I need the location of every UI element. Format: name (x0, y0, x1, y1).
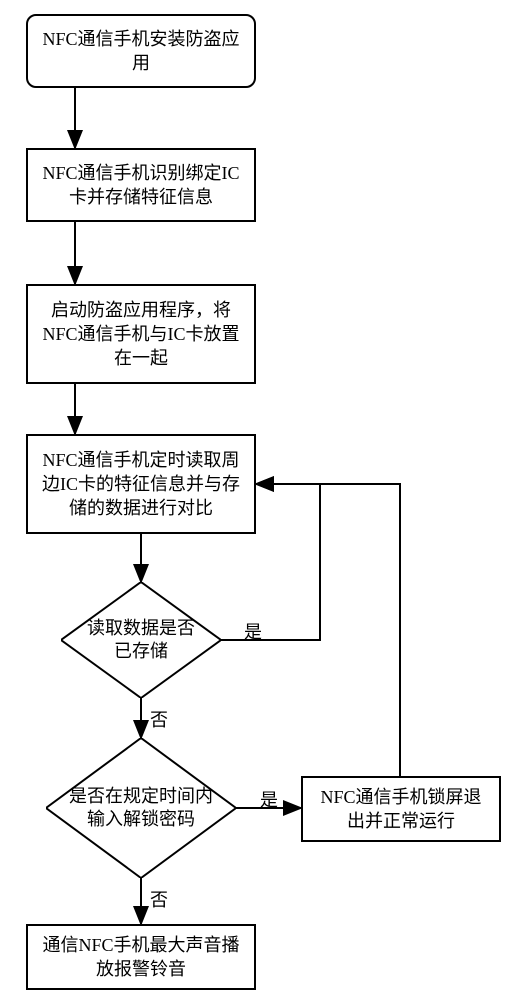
node-alarm: 通信NFC手机最大声音播放报警铃音 (26, 924, 256, 990)
decision-text: 读取数据是否已存储 (79, 617, 203, 664)
edge-label-d1-yes: 是 (244, 618, 262, 644)
node-text: NFC通信手机定时读取周边IC卡的特征信息并与存储的数据进行对比 (38, 448, 244, 521)
decision-data-stored: 读取数据是否已存储 (61, 582, 221, 698)
edge-label-d1-no: 否 (150, 706, 168, 732)
edge-label-d2-no: 否 (150, 886, 168, 912)
node-start-app: 启动防盗应用程序，将NFC通信手机与IC卡放置在一起 (26, 284, 256, 384)
node-text: NFC通信手机锁屏退出并正常运行 (313, 785, 489, 834)
edge-label-d2-yes: 是 (260, 786, 278, 812)
node-text: NFC通信手机识别绑定IC卡并存储特征信息 (38, 161, 244, 210)
node-install-app: NFC通信手机安装防盗应用 (26, 14, 256, 88)
decision-unlock-password: 是否在规定时间内输入解锁密码 (46, 738, 236, 878)
node-read-compare: NFC通信手机定时读取周边IC卡的特征信息并与存储的数据进行对比 (26, 434, 256, 534)
node-text: 通信NFC手机最大声音播放报警铃音 (38, 933, 244, 982)
node-bind-ic-card: NFC通信手机识别绑定IC卡并存储特征信息 (26, 148, 256, 222)
node-text: NFC通信手机安装防盗应用 (38, 27, 244, 76)
node-text: 启动防盗应用程序，将NFC通信手机与IC卡放置在一起 (38, 298, 244, 371)
node-lock-screen-exit: NFC通信手机锁屏退出并正常运行 (301, 776, 501, 842)
decision-text: 是否在规定时间内输入解锁密码 (64, 785, 218, 832)
